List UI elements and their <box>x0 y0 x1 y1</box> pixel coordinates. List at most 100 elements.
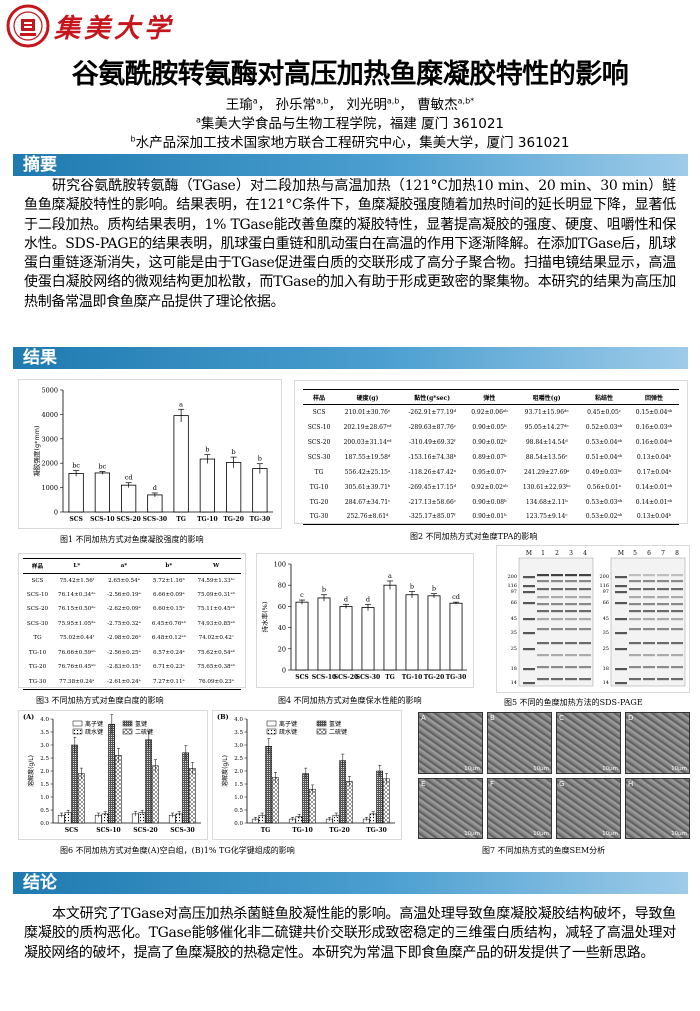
marker-label: 66 <box>603 600 609 606</box>
bar <box>339 606 353 671</box>
legend-label: 离子键 <box>279 720 297 728</box>
gel-band <box>643 618 655 621</box>
sem-image: D 10μm <box>625 712 690 774</box>
bar <box>271 777 279 824</box>
table-cell: SCS-20 <box>307 438 331 446</box>
table-cell: -153.16±74.38ᵇ <box>408 453 456 461</box>
table-cell: 98.84±14.54ᵈ <box>525 438 568 446</box>
table-cell: 241.29±27.69ᵃ <box>523 468 570 476</box>
bar <box>182 752 190 824</box>
gel-band <box>629 678 641 681</box>
significance-label: d <box>344 595 348 603</box>
x-tick-label: TG <box>176 516 186 523</box>
table-row: SCS-20 200.03±31.14ᵉᵈ -310.49±69.32ᶠ 0.90±0… <box>303 435 679 450</box>
table-cell: 76.76±0.45ᵃᵇ <box>58 664 96 671</box>
author-list: 王瑜a， 孙乐常a,b， 刘光明a,b， 曹敏杰a,b* <box>225 96 475 114</box>
gel-band <box>657 628 669 631</box>
conclusion-heading: 结论 <box>23 873 57 893</box>
x-tick-label: TG-30 <box>446 674 467 681</box>
table-cell: 75.11±0.45ᵃᵇ <box>197 606 235 613</box>
x-tick-label: TG-30 <box>250 516 271 523</box>
table-cell: 0.90±0.01ᵇ <box>464 509 515 525</box>
table-cell: 123.75±9.14ᶜ <box>514 509 579 525</box>
table-cell: 74.02±0.42ᶜ <box>198 635 234 642</box>
gel-strength-chart: 0 1000 2000 3000 4000 5000 凝胶强度(g*mm) bc SCS bc SC… <box>32 387 273 523</box>
bar <box>226 462 242 513</box>
gel-band <box>615 648 627 651</box>
gel-band <box>671 610 683 613</box>
bar <box>252 468 268 513</box>
gel-band <box>579 628 591 631</box>
y-tick-label: 3.0 <box>40 743 49 749</box>
x-tick-label: TG-10 <box>292 827 313 834</box>
table-cell: 0.53±0.04ᵃᵇ <box>585 438 623 446</box>
table-cell: -2.62±0.09ᵃ <box>107 606 141 613</box>
y-tick-label: 2.0 <box>40 769 49 775</box>
gel-band <box>523 682 535 685</box>
author-name: 王瑜 <box>225 97 253 113</box>
gel-band <box>643 642 655 645</box>
table-row: TG-30 77.38±0.24ᵃ -2.61±0.24ᵃ 7.27±0.11ᵃ 76.… <box>23 674 241 690</box>
y-tick-label: 5000 <box>41 387 58 395</box>
table-cell: TG-10 <box>28 649 47 656</box>
marker-label: 116 <box>599 583 609 589</box>
gel-band <box>643 580 655 583</box>
table-row: SCS-30 75.95±1.05ᵈᵉ -2.75±0.32ᵃ 6.45±0.76ᵃᵇ… <box>23 617 241 632</box>
legend-label: 疏水键 <box>279 728 297 736</box>
gel-band <box>629 628 641 631</box>
table-cell: 75.42±1.56ᶠ <box>59 577 95 584</box>
table-cell: TG-10 <box>309 483 329 491</box>
table-cell: 0.14±0.01ᵃᵇ <box>635 483 673 491</box>
results-section-bar: 结果 <box>13 347 688 369</box>
table-cell: 0.51±0.04ᵃᵇ <box>585 453 623 461</box>
significance-label: bc <box>98 462 106 470</box>
affiliation-b: b水产品深加工技术国家地方联合工程研究中心，集美大学，厦门 361021 <box>130 134 570 152</box>
gel-band <box>523 632 535 635</box>
gel-band <box>565 654 577 657</box>
table-cell: 5.72±1.16ᵇ <box>152 577 185 584</box>
gel-band <box>643 678 655 681</box>
marker-label: 25 <box>511 646 517 652</box>
marker-label: 25 <box>603 646 609 652</box>
bar <box>405 594 419 671</box>
x-tick-label: TG-30 <box>366 827 387 834</box>
lane-label: 7 <box>661 550 665 557</box>
bar <box>121 484 137 513</box>
gel-band <box>551 574 563 577</box>
fig7-caption: 图7 不同加热方式的鱼糜SEM分析 <box>482 846 606 855</box>
table-cell: TG-20 <box>309 498 329 506</box>
table-cell: 74.93±0.85ᵃᵇ <box>197 620 235 627</box>
gel-band <box>537 654 549 657</box>
gel-band <box>579 603 591 606</box>
y-tick-label: 20 <box>278 645 286 653</box>
gel-band <box>565 678 577 681</box>
gel-band <box>657 678 669 681</box>
gel-band <box>657 642 669 645</box>
table-cell: 0.92±0.06ᵃᵇ <box>471 408 508 416</box>
table-header-cell: 黏性(g*sec) <box>399 389 465 405</box>
significance-label: c <box>300 591 304 599</box>
y-tick-label: 4000 <box>41 411 58 419</box>
sem-image: B 10μm <box>487 712 552 774</box>
bond-composition-chart-b: 0.0 0.5 1.0 1.5 2.0 2.5 3.0 3.5 4.0 溶解度(g/L) (B) 离子… <box>217 713 395 834</box>
bar <box>383 584 397 671</box>
table-header-cell: b* <box>146 558 192 574</box>
gel-band <box>671 654 683 657</box>
legend-label: 二硫键 <box>329 728 347 736</box>
table-row: SCS 210.01±30.76ᵉ -262.91±77.19ᵈ 0.92±0.06ᵃ… <box>303 405 679 420</box>
table-cell: 252.76±8.61ᵈ <box>335 509 400 525</box>
gel-band <box>565 596 577 599</box>
marker-label: 116 <box>507 583 517 589</box>
gel-band <box>565 618 577 621</box>
gel-band <box>523 585 535 588</box>
whiteness-table: 样品 L* a* b* W SCS 75.42±1.56ᶠ 2.65±0.54ᵃ 5.72±1… <box>23 558 241 690</box>
bar <box>77 773 85 824</box>
bar <box>94 472 110 513</box>
marker-label: 18 <box>511 666 517 672</box>
x-tick-label: SCS-10 <box>96 827 121 834</box>
author-name: 刘光明 <box>346 97 387 113</box>
gel-band <box>629 580 641 583</box>
table-cell: 0.52±0.03ᵃᵇ <box>585 423 623 431</box>
marker-label: 200 <box>599 574 609 580</box>
lane-label: 5 <box>633 550 637 557</box>
